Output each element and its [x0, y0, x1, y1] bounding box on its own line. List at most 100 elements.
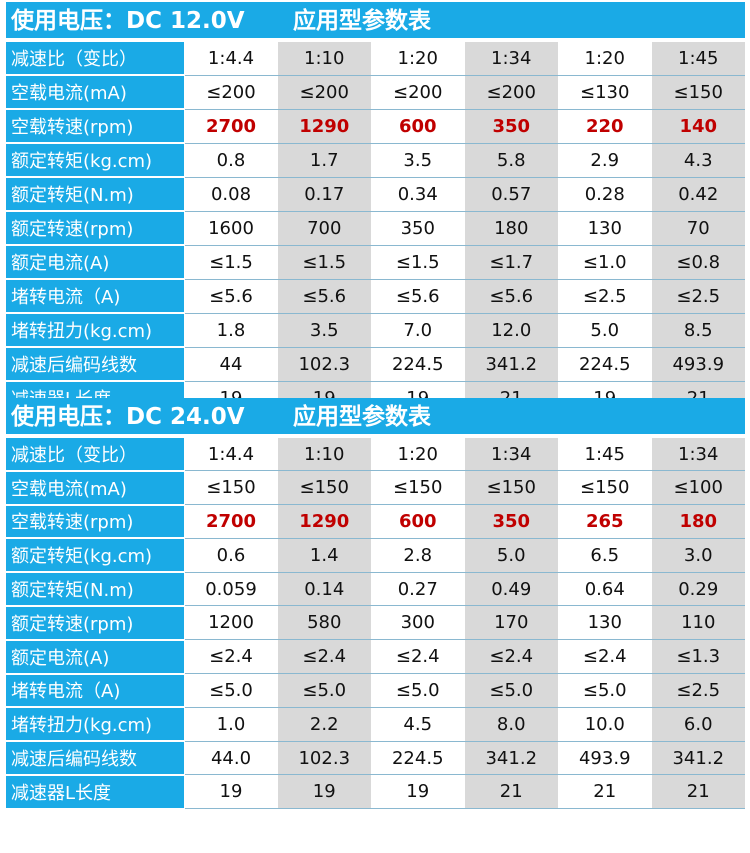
value-cell: 1:34 [464, 438, 558, 472]
table-row: 减速器L长度 19 19 19 21 21 21 [6, 774, 745, 810]
value-cell: 1:45 [558, 438, 652, 472]
value-cell: 180 [651, 504, 745, 539]
value-cell: 341.2 [464, 347, 558, 382]
value-cell: ≤1.5 [277, 245, 371, 280]
value-cell: 1:34 [464, 42, 558, 76]
value-cell: 0.17 [277, 177, 371, 212]
value-cell: 10.0 [558, 707, 652, 742]
value-cell: 5.0 [558, 313, 652, 348]
value-cell: 1.7 [277, 143, 371, 178]
value-cell: 21 [651, 774, 745, 810]
value-cell: 600 [371, 504, 465, 539]
value-cell: 2.2 [277, 707, 371, 742]
value-cell: 580 [277, 605, 371, 641]
value-cell: 130 [558, 605, 652, 641]
value-cell: 130 [558, 211, 652, 246]
row-label: 空载电流(mA) [6, 470, 185, 506]
value-cell: 0.08 [184, 177, 278, 212]
value-cell: ≤1.5 [184, 245, 278, 280]
value-cell: 6.5 [558, 538, 652, 573]
row-label: 减速器L长度 [6, 774, 185, 810]
value-cell: 0.64 [558, 572, 652, 607]
spec-data-table: 减速比（变比） 1:4.4 1:10 1:20 1:34 1:45 1:34 空载电流(mA)… [6, 438, 745, 810]
value-cell: 3.5 [371, 143, 465, 178]
value-cell: 19 [371, 774, 465, 810]
value-cell: 4.3 [651, 143, 745, 178]
value-cell: 493.9 [558, 741, 652, 776]
value-cell: 7.0 [371, 313, 465, 348]
value-cell: 1:4.4 [184, 438, 278, 472]
value-cell: ≤2.4 [371, 639, 465, 675]
value-cell: 220 [558, 109, 652, 144]
value-cell: 0.57 [464, 177, 558, 212]
value-cell: ≤200 [277, 75, 371, 110]
table-row: 空载转速(rpm) 2700 1290 600 350 265 180 [6, 504, 745, 540]
value-cell: ≤0.8 [651, 245, 745, 280]
table-row: 减速比（变比） 1:4.4 1:10 1:20 1:34 1:20 1:45 [6, 42, 745, 76]
value-cell: 1:4.4 [184, 42, 278, 76]
table-row: 额定转速(rpm) 1600 700 350 180 130 70 [6, 211, 745, 246]
value-cell: 21 [558, 774, 652, 810]
value-cell: ≤150 [371, 470, 465, 506]
value-cell: 0.8 [184, 143, 278, 178]
value-cell: ≤5.0 [371, 673, 465, 708]
value-cell: 8.0 [464, 707, 558, 742]
value-cell: ≤1.3 [651, 639, 745, 675]
value-cell: ≤130 [558, 75, 652, 110]
table-row: 减速后编码线数 44.0 102.3 224.5 341.2 493.9 341.2 [6, 741, 745, 776]
value-cell: 1:34 [651, 438, 745, 472]
value-cell: 44.0 [184, 741, 278, 776]
value-cell: ≤5.0 [184, 673, 278, 708]
value-cell: ≤200 [184, 75, 278, 110]
value-cell: ≤1.7 [464, 245, 558, 280]
value-cell: 224.5 [371, 347, 465, 382]
value-cell: 19 [184, 774, 278, 810]
value-cell: 0.34 [371, 177, 465, 212]
value-cell: 341.2 [651, 741, 745, 776]
value-cell: 102.3 [277, 347, 371, 382]
table-row: 额定电流(A) ≤1.5 ≤1.5 ≤1.5 ≤1.7 ≤1.0 ≤0.8 [6, 245, 745, 280]
value-cell: 0.42 [651, 177, 745, 212]
value-cell: 600 [371, 109, 465, 144]
value-cell: 350 [371, 211, 465, 246]
value-cell: 8.5 [651, 313, 745, 348]
value-cell: 1:20 [371, 42, 465, 76]
value-cell: 2700 [184, 109, 278, 144]
value-cell: 341.2 [464, 741, 558, 776]
row-label: 空载电流(mA) [6, 75, 185, 110]
value-cell: 70 [651, 211, 745, 246]
value-cell: 1200 [184, 605, 278, 641]
value-cell: 6.0 [651, 707, 745, 742]
value-cell: ≤150 [558, 470, 652, 506]
value-cell: 224.5 [371, 741, 465, 776]
row-label: 减速比（变比） [6, 438, 185, 472]
row-label: 减速后编码线数 [6, 741, 185, 776]
table-row: 额定转矩(kg.cm) 0.8 1.7 3.5 5.8 2.9 4.3 [6, 143, 745, 178]
table-row: 空载电流(mA) ≤200 ≤200 ≤200 ≤200 ≤130 ≤150 [6, 75, 745, 110]
value-cell: 1:20 [371, 438, 465, 472]
value-cell: ≤2.4 [464, 639, 558, 675]
value-cell: ≤1.0 [558, 245, 652, 280]
value-cell: 44 [184, 347, 278, 382]
value-cell: ≤5.6 [184, 279, 278, 314]
value-cell: ≤5.6 [277, 279, 371, 314]
value-cell: 19 [277, 774, 371, 810]
value-cell: 1290 [277, 504, 371, 539]
value-cell: ≤200 [464, 75, 558, 110]
table-row: 额定转矩(N.m) 0.059 0.14 0.27 0.49 0.64 0.29 [6, 572, 745, 607]
value-cell: 140 [651, 109, 745, 144]
value-cell: 0.49 [464, 572, 558, 607]
value-cell: 2.9 [558, 143, 652, 178]
table-title-bar: 使用电压：DC 12.0V 应用型参数表 [6, 2, 745, 40]
value-cell: ≤200 [371, 75, 465, 110]
value-cell: 0.059 [184, 572, 278, 607]
value-cell: 0.27 [371, 572, 465, 607]
value-cell: 0.14 [277, 572, 371, 607]
value-cell: 224.5 [558, 347, 652, 382]
value-cell: 1290 [277, 109, 371, 144]
value-cell: 2700 [184, 504, 278, 539]
value-cell: 4.5 [371, 707, 465, 742]
table-row: 额定转矩(N.m) 0.08 0.17 0.34 0.57 0.28 0.42 [6, 177, 745, 212]
row-label: 堵转电流（A) [6, 279, 185, 314]
value-cell: ≤5.0 [558, 673, 652, 708]
